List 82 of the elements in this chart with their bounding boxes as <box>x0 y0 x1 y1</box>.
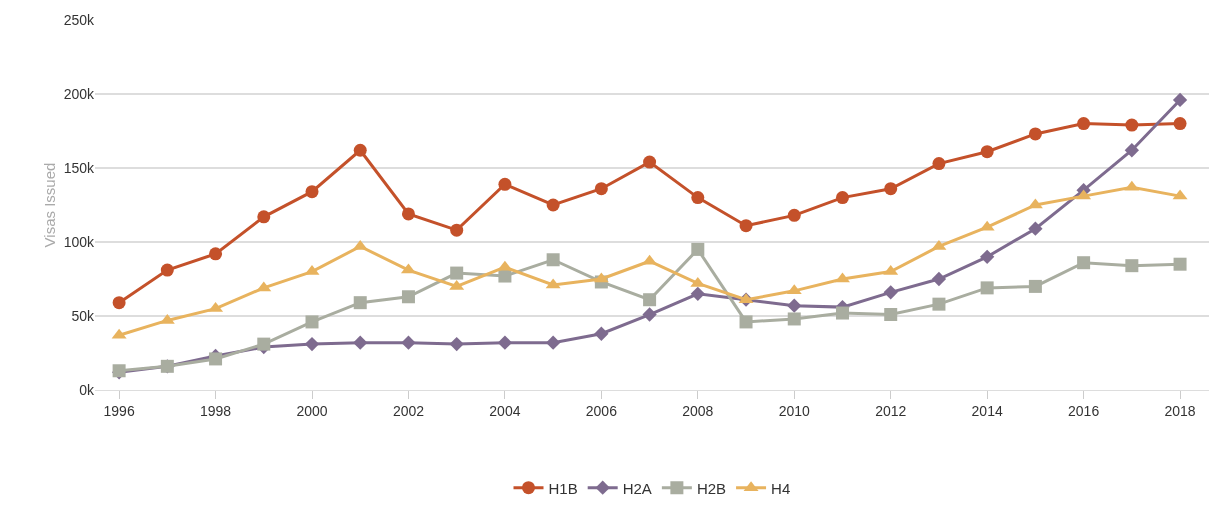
point <box>209 352 223 366</box>
point <box>642 307 657 322</box>
y-tick-label: 100k <box>63 233 95 250</box>
x-tick-label: 2016 <box>1068 402 1100 419</box>
point <box>209 247 223 261</box>
x-tick-label: 2000 <box>296 402 328 419</box>
point <box>304 336 320 352</box>
legend-label: H2B <box>696 479 727 497</box>
y-tick-label: 200k <box>63 85 95 102</box>
point <box>498 177 512 191</box>
point <box>1173 257 1187 271</box>
point <box>1125 259 1139 273</box>
y-tick-label: 50k <box>71 307 95 324</box>
point <box>1077 256 1091 270</box>
point <box>498 269 512 283</box>
point <box>1124 143 1139 158</box>
point <box>449 336 464 352</box>
point <box>353 296 367 310</box>
x-tick-label: 1996 <box>103 402 135 419</box>
legend-label: H2A <box>622 479 652 497</box>
point <box>546 198 560 212</box>
x-tick-label: 2008 <box>682 402 714 419</box>
point <box>787 298 802 313</box>
x-tick-label: 2014 <box>971 402 1003 419</box>
point <box>787 312 801 326</box>
x-tick-label: 2010 <box>778 402 811 419</box>
point <box>353 335 368 350</box>
point <box>1077 117 1091 131</box>
point <box>980 145 994 159</box>
point <box>401 335 416 350</box>
point <box>884 182 898 196</box>
point <box>980 281 994 295</box>
x-tick-label: 2002 <box>392 402 425 419</box>
point <box>1172 92 1188 108</box>
y-axis-title: Visas Issued <box>41 162 58 248</box>
point <box>691 191 705 205</box>
point <box>691 242 705 256</box>
point <box>401 207 415 221</box>
point <box>739 219 753 233</box>
point <box>1028 221 1043 236</box>
y-tick-label: 0k <box>79 381 95 398</box>
y-tick-label: 150k <box>63 159 95 176</box>
point <box>1173 117 1187 131</box>
point <box>401 290 415 304</box>
point <box>305 185 319 199</box>
point <box>305 315 319 329</box>
point <box>1125 118 1139 132</box>
point <box>1028 127 1042 141</box>
x-tick-label: 2018 <box>1164 402 1196 419</box>
point <box>643 155 657 169</box>
point <box>160 263 174 277</box>
legend-label: H1B <box>548 479 578 497</box>
point <box>836 191 849 205</box>
point <box>739 315 753 329</box>
point <box>257 210 271 224</box>
point <box>835 306 849 320</box>
point <box>884 308 898 322</box>
point <box>643 293 657 307</box>
point <box>932 157 946 171</box>
y-tick-label: 250k <box>63 11 95 28</box>
point <box>931 271 947 287</box>
x-tick-label: 2006 <box>585 402 618 419</box>
point <box>112 296 126 310</box>
point <box>980 249 995 264</box>
point <box>353 143 367 157</box>
legend-label: H4 <box>771 479 791 497</box>
point <box>787 208 801 222</box>
point <box>690 286 705 301</box>
point <box>546 253 560 267</box>
point <box>497 335 513 350</box>
point <box>932 297 946 311</box>
x-tick-label: 1998 <box>199 402 232 419</box>
point <box>545 335 561 350</box>
point <box>257 337 271 351</box>
x-tick-label: 2004 <box>489 402 521 419</box>
point <box>450 223 464 237</box>
point <box>594 182 608 196</box>
point <box>1028 279 1042 293</box>
point <box>450 266 464 280</box>
point <box>883 285 898 300</box>
point <box>594 326 609 341</box>
x-tick-label: 2012 <box>875 402 907 419</box>
